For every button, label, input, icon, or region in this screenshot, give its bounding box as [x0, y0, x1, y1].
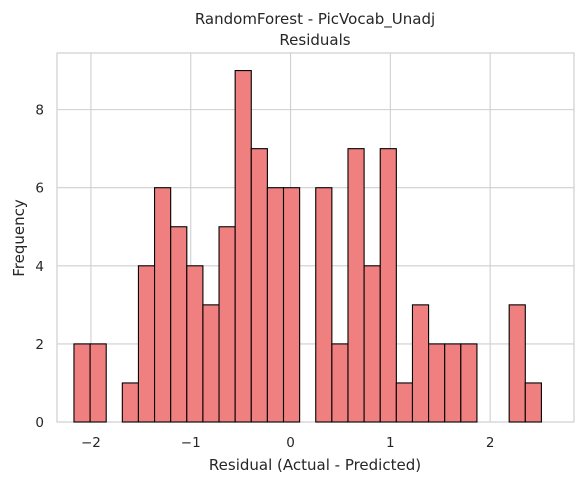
x-tick-label: −1 [181, 435, 201, 451]
x-tick-labels: −2 −1 0 1 2 [81, 435, 494, 451]
histogram-bar [137, 265, 156, 423]
y-tick-label: 2 [35, 337, 44, 353]
x-tick-label: 2 [486, 435, 495, 451]
histogram-bar [121, 382, 139, 423]
histogram-bar [170, 226, 188, 423]
chart-subtitle: Residuals [279, 31, 350, 49]
chart-title: RandomForest - PicVocab_Unadj [195, 10, 435, 29]
histogram-bar [234, 70, 252, 423]
histogram-bar [444, 343, 462, 423]
histogram-bar [218, 226, 236, 423]
y-tick-label: 6 [35, 181, 44, 197]
histogram-bar [411, 304, 430, 423]
histogram-bar [154, 187, 172, 423]
histogram-bar [315, 187, 333, 423]
y-axis-label: Frequency [10, 199, 28, 277]
histogram-bar [250, 148, 268, 423]
y-tick-label: 0 [35, 415, 44, 431]
histogram-bar [524, 382, 542, 423]
histogram-bar [347, 148, 365, 423]
histogram-bar [282, 187, 301, 423]
histogram-bar [331, 343, 349, 423]
y-tick-labels: 0 2 4 6 8 [35, 103, 44, 431]
histogram-bar [395, 382, 414, 423]
histogram-bar [460, 343, 478, 423]
y-tick-label: 4 [35, 259, 44, 275]
x-tick-label: 1 [386, 435, 395, 451]
histogram-bar [202, 304, 220, 423]
histogram-bar [508, 304, 526, 423]
x-axis-label: Residual (Actual - Predicted) [209, 456, 421, 474]
histogram-bar [89, 343, 107, 423]
x-tick-label: −2 [81, 435, 101, 451]
histogram-bar [73, 343, 91, 423]
histogram-bar [186, 265, 204, 423]
histogram-bar [428, 343, 446, 423]
y-tick-label: 8 [35, 103, 44, 119]
histogram-bar [266, 187, 285, 423]
histogram-bar [379, 148, 397, 423]
histogram-bar [363, 265, 381, 423]
histogram-bars [73, 70, 542, 423]
x-tick-label: 0 [286, 435, 295, 451]
